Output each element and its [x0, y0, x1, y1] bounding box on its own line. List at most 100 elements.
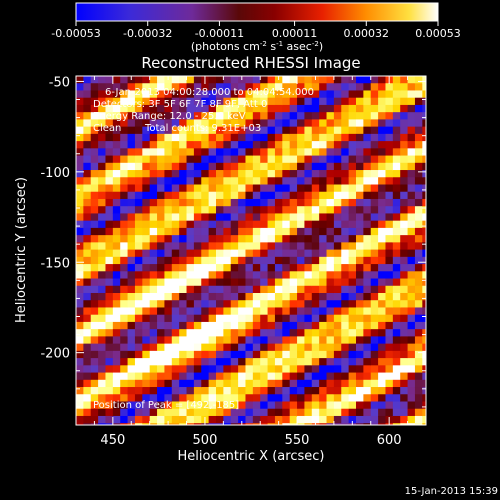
heatmap-cell	[274, 141, 283, 149]
heatmap-cell	[238, 112, 247, 120]
heatmap-cell	[252, 264, 261, 272]
heatmap-cell	[142, 119, 151, 128]
heatmap-cell	[297, 76, 306, 84]
heatmap-cell	[157, 336, 166, 345]
heatmap-cell	[252, 242, 261, 251]
heatmap-cell	[282, 126, 291, 135]
heatmap-cell	[385, 365, 394, 374]
heatmap-cell	[142, 162, 151, 171]
heatmap-cell	[149, 394, 158, 403]
heatmap-cell	[105, 264, 114, 272]
heatmap-cell	[267, 379, 276, 388]
heatmap-cell	[282, 220, 291, 229]
heatmap-cell	[414, 307, 423, 316]
heatmap-cell	[267, 300, 276, 309]
heatmap-cell	[348, 336, 357, 345]
heatmap-cell	[282, 372, 291, 381]
heatmap-cell	[378, 191, 387, 200]
heatmap-cell	[193, 126, 202, 135]
heatmap-cell	[407, 423, 416, 425]
heatmap-cell	[120, 177, 129, 186]
heatmap-cell	[83, 184, 92, 193]
heatmap-cell	[400, 321, 409, 330]
heatmap-cell	[311, 126, 320, 135]
heatmap-cell	[414, 198, 423, 207]
heatmap-cell	[83, 141, 92, 149]
heatmap-cell	[179, 220, 188, 229]
heatmap-cell	[216, 242, 224, 251]
heatmap-cell	[348, 300, 357, 309]
heatmap-cell	[385, 394, 394, 403]
heatmap-cell	[260, 387, 269, 395]
heatmap-cell	[127, 227, 136, 236]
heatmap-cell	[260, 307, 269, 316]
heatmap-cell	[304, 401, 313, 410]
heatmap-cell	[76, 97, 84, 106]
heatmap-cell	[112, 198, 121, 207]
heatmap-cell	[274, 235, 283, 243]
heatmap-cell	[326, 264, 335, 272]
heatmap-cell	[134, 76, 143, 84]
heatmap-cell	[230, 198, 239, 207]
heatmap-cell	[348, 372, 357, 381]
heatmap-cell	[348, 379, 357, 388]
heatmap-cell	[149, 83, 158, 92]
heatmap-cell	[289, 249, 298, 258]
heatmap-cell	[414, 372, 423, 381]
heatmap-cell	[392, 177, 401, 186]
heatmap-cell	[149, 285, 158, 294]
heatmap-cell	[157, 264, 166, 272]
heatmap-cell	[267, 264, 276, 272]
heatmap-cell	[112, 177, 121, 186]
heatmap-cell	[370, 133, 379, 142]
heatmap-cell	[134, 133, 143, 142]
heatmap-cell	[363, 206, 372, 215]
heatmap-cell	[289, 350, 298, 359]
heatmap-cell	[378, 350, 387, 359]
heatmap-cell	[422, 126, 426, 135]
heatmap-cell	[282, 256, 291, 265]
heatmap-cell	[230, 191, 239, 200]
heatmap-cell	[363, 177, 372, 186]
heatmap-cell	[252, 148, 261, 157]
heatmap-cell	[400, 394, 409, 403]
heatmap-cell	[311, 242, 320, 251]
heatmap-cell	[341, 242, 350, 251]
heatmap-cell	[267, 307, 276, 316]
heatmap-cell	[216, 126, 224, 135]
heatmap-cell	[223, 314, 232, 323]
heatmap-cell	[230, 285, 239, 294]
heatmap-cell	[201, 148, 210, 157]
heatmap-cell	[260, 235, 269, 243]
heatmap-cell	[223, 76, 232, 84]
heatmap-cell	[208, 372, 217, 381]
heatmap-cell	[304, 162, 313, 171]
heatmap-cell	[297, 141, 306, 149]
heatmap-cell	[245, 387, 254, 395]
heatmap-cell	[282, 162, 291, 171]
heatmap-cell	[142, 126, 151, 135]
heatmap-cell	[223, 90, 232, 99]
y-tick-label: -200	[40, 347, 70, 362]
heatmap-cell	[282, 300, 291, 309]
heatmap-cell	[297, 300, 306, 309]
heatmap-cell	[112, 278, 121, 287]
heatmap-cell	[179, 249, 188, 258]
heatmap-cell	[319, 343, 328, 352]
heatmap-cell	[134, 321, 143, 330]
heatmap-cell	[83, 321, 92, 330]
heatmap-cell	[127, 372, 136, 381]
heatmap-cell	[267, 401, 276, 410]
heatmap-cell	[260, 242, 269, 251]
heatmap-cell	[422, 162, 426, 171]
heatmap-cell	[311, 372, 320, 381]
heatmap-cell	[134, 350, 143, 359]
heatmap-cell	[385, 170, 394, 178]
heatmap-cell	[378, 126, 387, 135]
heatmap-cell	[245, 242, 254, 251]
heatmap-cell	[289, 104, 298, 113]
heatmap-cell	[208, 415, 217, 424]
heatmap-cell	[422, 264, 426, 272]
heatmap-cell	[274, 329, 283, 337]
annotation-detectors: Detectors: 3F 5F 6F 7F 8F 9F, Att 0	[93, 99, 267, 110]
